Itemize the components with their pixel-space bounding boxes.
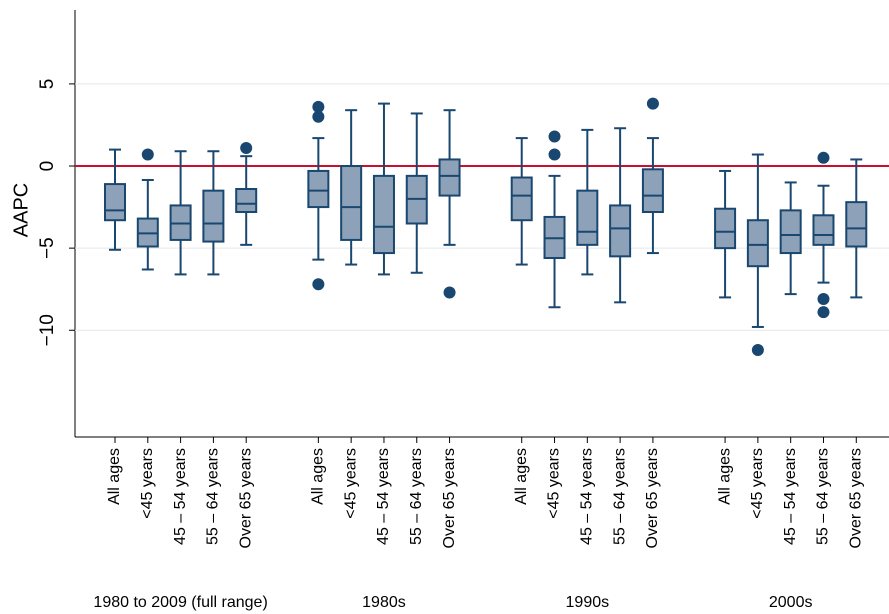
box — [307, 169, 330, 209]
box — [576, 189, 599, 246]
x-tick-label: <45 years — [546, 448, 563, 519]
x-tick-label: All ages — [513, 448, 530, 505]
box — [104, 183, 126, 222]
x-tick-label: 55 – 64 years — [205, 448, 222, 545]
box — [340, 165, 363, 241]
x-tick-label: All ages — [716, 448, 733, 505]
x-tick-label: 55 – 64 years — [815, 448, 832, 545]
x-tick-label: <45 years — [749, 448, 766, 519]
x-tick-label: 55 – 64 years — [408, 448, 425, 545]
group-label: 2000s — [769, 594, 813, 611]
y-tick-label: −5 — [37, 237, 58, 259]
y-tick-label: 0 — [37, 161, 58, 172]
x-tick-label: Over 65 years — [644, 448, 661, 548]
box — [812, 214, 835, 246]
outlier — [312, 100, 325, 113]
x-tick-label: All ages — [310, 448, 327, 505]
x-tick-label: Over 65 years — [441, 448, 458, 548]
outlier — [141, 148, 154, 161]
x-tick-label: 55 – 64 years — [611, 448, 628, 545]
box — [845, 201, 868, 248]
box — [641, 168, 664, 214]
box — [372, 174, 395, 255]
outlier — [548, 148, 561, 161]
outlier — [548, 130, 561, 143]
box — [714, 207, 737, 250]
x-tick-label: 45 – 54 years — [375, 448, 392, 545]
outlier — [312, 110, 325, 123]
box — [779, 209, 802, 255]
x-tick-label: 45 – 54 years — [579, 448, 596, 545]
group-label: 1980s — [362, 594, 406, 611]
x-tick-label: Over 65 years — [847, 448, 864, 548]
outlier — [817, 151, 830, 164]
y-tick-label: −10 — [37, 314, 58, 346]
outlier — [240, 141, 253, 154]
x-tick-label: 45 – 54 years — [782, 448, 799, 545]
y-axis-label: AAPC — [10, 183, 32, 237]
outlier — [817, 306, 830, 319]
x-tick-label: <45 years — [342, 448, 359, 519]
outlier — [443, 286, 456, 299]
box — [235, 188, 258, 214]
x-tick-label: Over 65 years — [237, 448, 254, 548]
box — [202, 189, 225, 243]
y-tick-label: 5 — [37, 79, 58, 90]
box — [746, 219, 769, 268]
box — [609, 204, 632, 258]
outlier — [817, 293, 830, 306]
x-tick-label: 45 – 54 years — [172, 448, 189, 545]
box — [438, 158, 461, 197]
outlier — [312, 278, 325, 291]
outlier — [751, 343, 764, 356]
x-tick-label: <45 years — [139, 448, 156, 519]
outlier — [646, 97, 659, 110]
group-label: 1980 to 2009 (full range) — [93, 594, 267, 611]
x-tick-label: All ages — [106, 448, 123, 505]
group-label: 1990s — [566, 594, 610, 611]
box — [510, 176, 533, 222]
